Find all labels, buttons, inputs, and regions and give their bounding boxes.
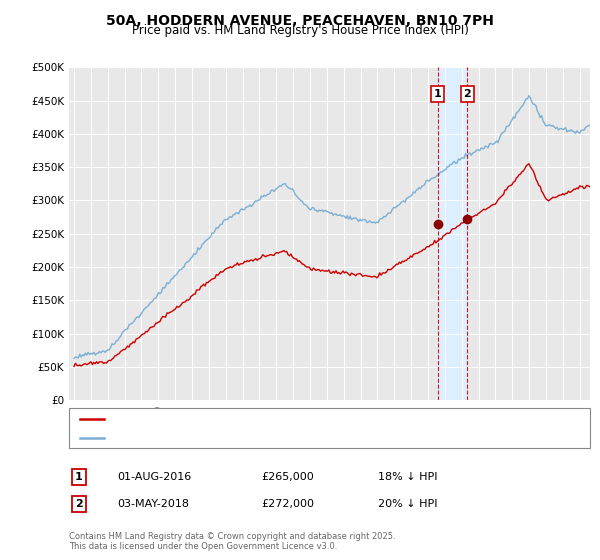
Text: £265,000: £265,000: [261, 472, 314, 482]
Text: 1: 1: [434, 89, 442, 99]
Text: HPI: Average price, semi-detached house, Lewes: HPI: Average price, semi-detached house,…: [109, 433, 362, 443]
Text: 2: 2: [75, 499, 83, 509]
Text: 18% ↓ HPI: 18% ↓ HPI: [378, 472, 437, 482]
Text: 50A, HODDERN AVENUE, PEACEHAVEN, BN10 7PH: 50A, HODDERN AVENUE, PEACEHAVEN, BN10 7P…: [106, 14, 494, 28]
Text: 20% ↓ HPI: 20% ↓ HPI: [378, 499, 437, 509]
Text: Price paid vs. HM Land Registry's House Price Index (HPI): Price paid vs. HM Land Registry's House …: [131, 24, 469, 36]
Bar: [438, 67, 467, 400]
Text: 03-MAY-2018: 03-MAY-2018: [117, 499, 189, 509]
Text: Contains HM Land Registry data © Crown copyright and database right 2025.
This d: Contains HM Land Registry data © Crown c…: [69, 532, 395, 552]
Text: 50A, HODDERN AVENUE, PEACEHAVEN, BN10 7PH (semi-detached house): 50A, HODDERN AVENUE, PEACEHAVEN, BN10 7P…: [109, 414, 492, 424]
Text: £272,000: £272,000: [261, 499, 314, 509]
Text: 1: 1: [75, 472, 83, 482]
Text: 2: 2: [464, 89, 472, 99]
Text: 01-AUG-2016: 01-AUG-2016: [117, 472, 191, 482]
